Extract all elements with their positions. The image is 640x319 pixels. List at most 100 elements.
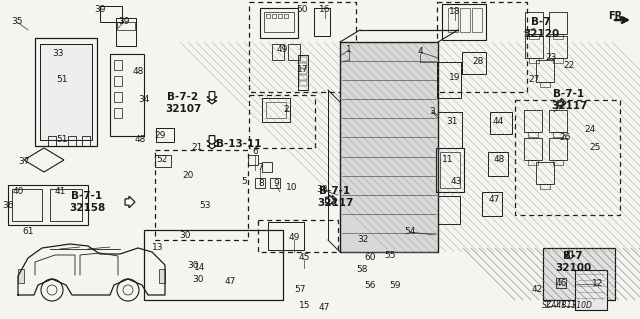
Bar — [536, 60, 554, 82]
Bar — [272, 14, 276, 18]
Text: 56: 56 — [364, 281, 376, 291]
Bar — [314, 8, 330, 36]
Text: B-7
32120: B-7 32120 — [523, 17, 559, 39]
Bar — [528, 132, 538, 137]
Bar — [460, 8, 470, 32]
Bar — [543, 248, 615, 300]
Bar — [272, 44, 284, 60]
Text: 34: 34 — [138, 95, 150, 105]
Bar — [156, 128, 174, 142]
Text: 14: 14 — [195, 263, 205, 272]
Text: 22: 22 — [563, 61, 575, 70]
Bar — [144, 230, 283, 300]
Bar — [437, 62, 461, 98]
Text: 45: 45 — [298, 254, 310, 263]
Text: 25: 25 — [589, 144, 601, 152]
Text: 40: 40 — [12, 188, 24, 197]
Text: 43: 43 — [451, 177, 461, 187]
Bar — [249, 2, 356, 92]
Bar — [540, 184, 550, 189]
Bar — [260, 8, 298, 38]
Bar — [264, 12, 294, 32]
Polygon shape — [126, 197, 134, 206]
Text: FR.: FR. — [608, 11, 626, 21]
Bar — [529, 58, 539, 63]
Text: B-7
32100: B-7 32100 — [555, 251, 591, 273]
Bar — [540, 82, 550, 87]
Text: 6: 6 — [252, 147, 258, 157]
Bar — [536, 162, 554, 184]
Text: 12: 12 — [592, 279, 604, 288]
Bar — [525, 12, 543, 34]
Bar — [268, 222, 304, 250]
Text: 7: 7 — [257, 162, 263, 172]
Bar — [575, 270, 607, 310]
Polygon shape — [207, 92, 217, 100]
Text: 55: 55 — [384, 251, 396, 261]
Bar — [553, 160, 563, 165]
Bar — [50, 189, 82, 221]
Text: 54: 54 — [404, 227, 416, 236]
Bar — [547, 300, 557, 306]
Bar — [442, 4, 486, 40]
Text: 10: 10 — [286, 183, 298, 192]
Bar — [114, 108, 122, 118]
Polygon shape — [329, 196, 337, 204]
Bar — [543, 248, 615, 300]
Text: 49: 49 — [276, 46, 288, 55]
Text: 59: 59 — [389, 281, 401, 291]
Text: 48: 48 — [132, 68, 144, 77]
Bar — [528, 160, 538, 165]
Text: 29: 29 — [154, 130, 166, 139]
Bar — [438, 196, 460, 224]
Text: 60: 60 — [364, 254, 376, 263]
Bar — [114, 92, 122, 102]
Bar — [18, 269, 24, 283]
Text: 57: 57 — [294, 286, 306, 294]
Text: 44: 44 — [492, 117, 504, 127]
Text: 23: 23 — [545, 54, 557, 63]
Bar — [524, 110, 542, 132]
Bar — [549, 138, 567, 160]
Bar — [155, 155, 171, 167]
Bar — [525, 36, 543, 58]
Text: 47: 47 — [224, 278, 236, 286]
Bar — [288, 44, 300, 60]
Bar — [436, 148, 464, 192]
Text: B-13-11: B-13-11 — [216, 139, 262, 149]
Bar — [549, 110, 567, 132]
Polygon shape — [207, 136, 217, 145]
Bar — [553, 34, 563, 39]
Text: SZA4B1310D: SZA4B1310D — [541, 300, 593, 309]
Bar — [524, 138, 542, 160]
Text: 27: 27 — [528, 76, 540, 85]
Text: 36: 36 — [3, 201, 13, 210]
Bar — [278, 14, 282, 18]
Bar — [48, 136, 56, 146]
Bar — [299, 81, 307, 86]
Bar — [299, 63, 307, 68]
Text: 50: 50 — [296, 5, 308, 14]
Text: 51: 51 — [56, 76, 68, 85]
Text: 15: 15 — [300, 300, 311, 309]
Bar — [299, 69, 307, 74]
Bar — [248, 155, 258, 165]
Bar — [595, 300, 605, 306]
Bar — [284, 14, 288, 18]
Bar — [82, 136, 90, 146]
Text: 18: 18 — [449, 8, 461, 17]
Bar — [488, 152, 508, 176]
Text: 35: 35 — [12, 18, 23, 26]
Bar — [448, 8, 458, 32]
Text: 58: 58 — [356, 265, 368, 275]
Bar — [114, 76, 122, 86]
Bar — [299, 57, 307, 62]
Text: B-7-2
32107: B-7-2 32107 — [165, 92, 201, 114]
Bar — [8, 185, 88, 225]
Text: 48: 48 — [134, 136, 146, 145]
Text: B-7-1
32117: B-7-1 32117 — [317, 186, 353, 208]
Text: 20: 20 — [182, 170, 194, 180]
Bar — [262, 162, 272, 172]
Bar — [155, 150, 248, 240]
Text: 47: 47 — [488, 196, 500, 204]
